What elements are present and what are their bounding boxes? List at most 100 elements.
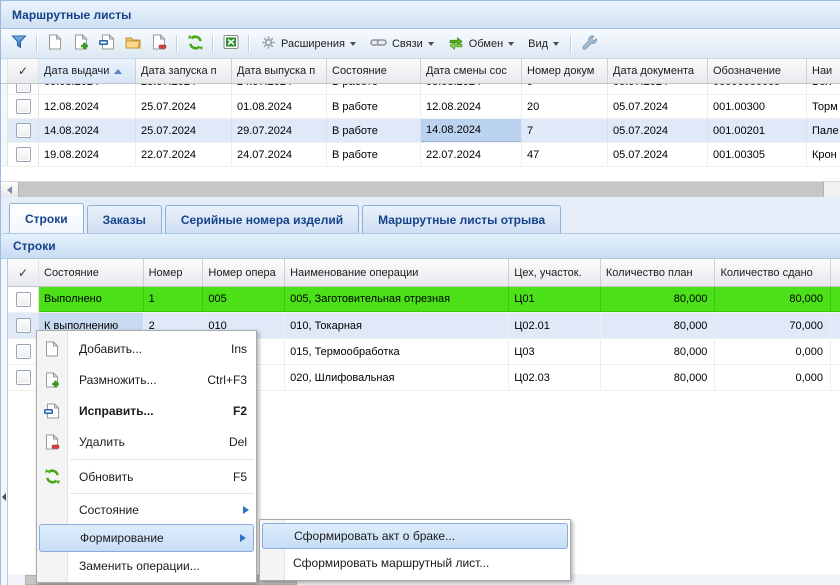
menu-item-generate[interactable]: Формирование — [39, 524, 254, 552]
tab-orders[interactable]: Заказы — [86, 205, 162, 233]
refresh-button[interactable] — [182, 32, 208, 56]
checkbox[interactable] — [15, 318, 31, 333]
page-delete-icon — [43, 433, 61, 451]
menu-item-delete[interactable]: Удалить Del — [37, 426, 256, 457]
column-header-doc-date[interactable]: Дата документа — [608, 59, 708, 83]
context-menu: Добавить... Ins Размножить... Ctrl+F3 Ис… — [36, 330, 257, 583]
column-header-doc-number[interactable]: Номер докум — [522, 59, 608, 83]
collapse-left-icon[interactable] — [2, 493, 6, 501]
row-checkbox-cell[interactable] — [8, 84, 39, 94]
table-row[interactable]: 19.08.2024 22.07.2024 24.07.2024 В работ… — [1, 143, 840, 167]
links-label: Связи — [391, 37, 423, 50]
table-row[interactable]: 05.08.2024 23.07.2024 24.07.2024 В работ… — [1, 84, 840, 95]
checkbox[interactable] — [15, 344, 31, 359]
duplicate-button[interactable] — [68, 32, 94, 56]
links-menu-button[interactable]: Связи — [363, 32, 441, 56]
table-row-selected[interactable]: 14.08.2024 25.07.2024 29.07.2024 В работ… — [1, 119, 840, 143]
exchange-icon — [448, 34, 464, 53]
toolbar-separator — [176, 34, 178, 53]
column-header-number[interactable]: Номер — [143, 259, 204, 286]
submenu-arrow-icon — [243, 506, 249, 514]
menu-item-state[interactable]: Состояние — [37, 496, 256, 524]
sort-asc-icon — [114, 68, 123, 74]
wrench-icon — [581, 34, 598, 54]
column-header-op-name[interactable]: Наименование операции — [285, 259, 510, 286]
column-header-op-number[interactable]: Номер опера — [203, 259, 286, 286]
section-title: Строки — [13, 239, 56, 253]
menu-item-replace-operations[interactable]: Заменить операции... — [79, 559, 200, 573]
grid-header: ✓ Состояние Номер Номер опера Наименован… — [8, 259, 840, 287]
checkbox[interactable] — [15, 147, 31, 162]
column-header-qty-done[interactable]: Количество сдано — [715, 259, 831, 286]
submenu-item-route-sheet[interactable]: Сформировать маршрутный лист... — [293, 556, 490, 570]
column-header-name[interactable]: Наи — [807, 59, 840, 83]
edit-button[interactable] — [94, 32, 120, 56]
row-checkbox-cell[interactable] — [8, 365, 39, 390]
checkbox[interactable] — [15, 370, 31, 385]
row-checkbox-cell[interactable] — [8, 313, 39, 338]
checkbox[interactable] — [15, 292, 31, 307]
tab-serial-numbers[interactable]: Серийные номера изделий — [164, 205, 360, 233]
column-header-designation[interactable]: Обозначение — [708, 59, 807, 83]
focused-cell[interactable]: 14.08.2024 — [421, 119, 522, 142]
tab-strings[interactable]: Строки — [9, 203, 84, 233]
checkbox[interactable] — [15, 123, 31, 138]
view-label: Вид — [528, 37, 549, 50]
shortcut-label: Ctrl+F3 — [207, 372, 247, 387]
submenu-arrow-icon — [240, 534, 246, 542]
delete-button[interactable] — [146, 32, 172, 56]
extensions-menu-button[interactable]: Расширения — [254, 32, 363, 56]
checkbox[interactable] — [15, 84, 31, 93]
toolbar-separator — [248, 34, 250, 53]
column-header-issue-date[interactable]: Дата выдачи — [39, 59, 136, 83]
column-header-release-date[interactable]: Дата выпуска п — [232, 59, 327, 83]
row-checkbox-cell[interactable] — [8, 339, 39, 364]
column-header-state[interactable]: Состояние — [327, 59, 421, 83]
panel-splitter[interactable] — [1, 259, 8, 585]
select-all-header[interactable]: ✓ — [8, 59, 39, 83]
scroll-left-button[interactable] — [1, 182, 18, 197]
menu-item-duplicate[interactable]: Размножить... Ctrl+F3 — [37, 364, 256, 395]
table-row-completed[interactable]: Выполнено 1 005 005, Заготовительная отр… — [8, 287, 840, 313]
table-row[interactable]: 12.08.2024 25.07.2024 01.08.2024 В работ… — [1, 95, 840, 119]
header-left-pad — [1, 59, 8, 83]
settings-button[interactable] — [576, 32, 602, 56]
route-sheets-grid: ✓ Дата выдачи Дата запуска п Дата выпуск… — [1, 59, 840, 187]
row-checkbox-cell[interactable] — [8, 143, 39, 166]
menu-separator — [70, 459, 254, 460]
menu-item-add[interactable]: Добавить... Ins — [37, 333, 256, 364]
column-header-start-date[interactable]: Дата запуска п — [136, 59, 232, 83]
page-delete-icon — [151, 33, 167, 53]
exchange-menu-button[interactable]: Обмен — [441, 32, 521, 56]
horizontal-scrollbar[interactable] — [1, 181, 840, 197]
column-header-filler — [831, 259, 840, 286]
excel-export-button[interactable] — [218, 32, 244, 56]
toolbar: Расширения Связи Обмен Вид — [1, 29, 840, 59]
refresh-icon — [43, 468, 61, 486]
open-button[interactable] — [120, 32, 146, 56]
chevron-down-icon — [553, 42, 560, 46]
refresh-icon — [187, 34, 204, 54]
tab-tearoff-sheets[interactable]: Маршрутные листы отрыва — [362, 205, 562, 233]
add-button[interactable] — [42, 32, 68, 56]
window-titlebar: Маршрутные листы — [1, 1, 840, 29]
row-checkbox-cell[interactable] — [8, 119, 39, 142]
view-menu-button[interactable]: Вид — [521, 32, 566, 56]
select-all-header[interactable]: ✓ — [8, 259, 39, 286]
column-header-op-state[interactable]: Состояние — [39, 259, 144, 286]
row-checkbox-cell[interactable] — [8, 287, 39, 312]
menu-item-refresh[interactable]: Обновить F5 — [37, 462, 256, 491]
menu-item-edit[interactable]: Исправить... F2 — [37, 395, 256, 426]
section-header: Строки — [1, 233, 840, 259]
page-add-icon — [73, 33, 89, 53]
filter-button[interactable] — [6, 32, 32, 56]
row-checkbox-cell[interactable] — [8, 95, 39, 118]
menu-separator — [70, 493, 254, 494]
scrollbar-thumb[interactable] — [18, 182, 824, 197]
column-header-qty-plan[interactable]: Количество план — [600, 259, 716, 286]
column-header-shop[interactable]: Цех, участок. — [509, 259, 601, 286]
submenu-item-defect-act[interactable]: Сформировать акт о браке... — [262, 523, 568, 549]
checkbox[interactable] — [15, 99, 31, 114]
column-header-state-change-date[interactable]: Дата смены сос — [421, 59, 522, 83]
